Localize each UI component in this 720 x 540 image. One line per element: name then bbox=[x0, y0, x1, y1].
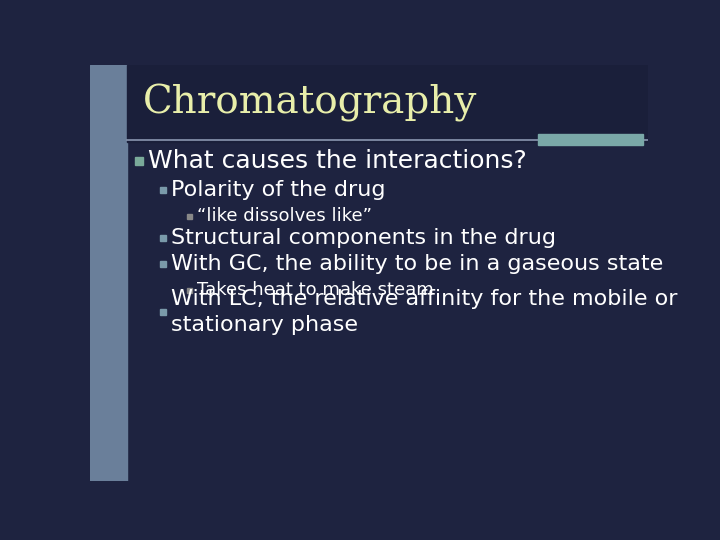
Bar bbox=[160, 187, 166, 193]
Text: Structural components in the drug: Structural components in the drug bbox=[171, 228, 557, 248]
Bar bbox=[187, 214, 192, 219]
Bar bbox=[538, 134, 642, 145]
Bar bbox=[187, 288, 192, 293]
Text: “like dissolves like”: “like dissolves like” bbox=[197, 207, 372, 226]
Text: Chromatography: Chromatography bbox=[143, 84, 477, 122]
Bar bbox=[160, 261, 166, 267]
Text: Takes heat to make steam: Takes heat to make steam bbox=[197, 281, 433, 299]
Text: Polarity of the drug: Polarity of the drug bbox=[171, 180, 386, 200]
Bar bbox=[135, 157, 143, 165]
Bar bbox=[160, 235, 166, 241]
Text: With LC, the relative affinity for the mobile or
stationary phase: With LC, the relative affinity for the m… bbox=[171, 289, 678, 335]
Bar bbox=[127, 65, 648, 142]
Bar bbox=[160, 309, 166, 315]
Text: What causes the interactions?: What causes the interactions? bbox=[148, 149, 527, 173]
Bar bbox=[90, 65, 127, 481]
Text: With GC, the ability to be in a gaseous state: With GC, the ability to be in a gaseous … bbox=[171, 254, 664, 274]
